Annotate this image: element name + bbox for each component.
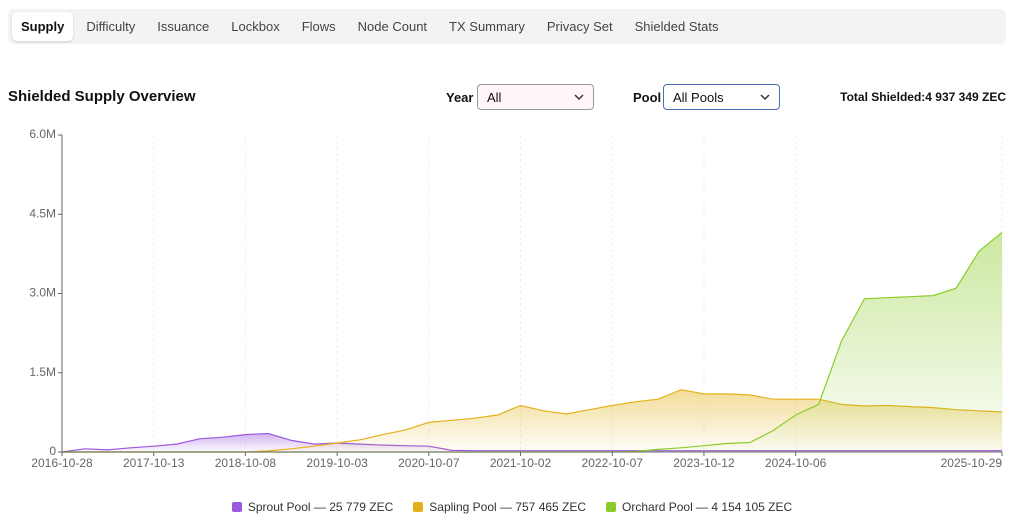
total-shielded: Total Shielded:4 937 349 ZEC bbox=[840, 90, 1006, 104]
tab[interactable]: Supply bbox=[12, 12, 74, 41]
x-tick-label: 2016-10-28 bbox=[31, 456, 93, 470]
legend-label: Sapling Pool — 757 465 ZEC bbox=[429, 500, 587, 514]
pool-select[interactable]: All Pools bbox=[663, 84, 780, 110]
x-tick-label: 2021-10-02 bbox=[490, 456, 552, 470]
chevron bbox=[760, 94, 770, 101]
chart: 0 1.5M 3.0M 4.5M 6.0M 2016-10-28 2017-10-13 201… bbox=[29, 127, 1003, 470]
year-label: Year bbox=[446, 90, 474, 105]
tab[interactable]: Issuance bbox=[157, 19, 210, 34]
tab[interactable]: Shielded Stats bbox=[634, 19, 719, 34]
legend-item: Sprout Pool — 25 779 ZEC bbox=[231, 500, 394, 514]
y-tick-label: 3.0M bbox=[29, 286, 56, 300]
tab-bar: Supply Difficulty Issuance Lockbox Flows Node… bbox=[8, 9, 1006, 44]
tab[interactable]: Privacy Set bbox=[546, 19, 613, 34]
legend-swatch bbox=[413, 502, 424, 512]
tab[interactable]: Lockbox bbox=[231, 19, 280, 34]
legend-label: Sprout Pool — 25 779 ZEC bbox=[247, 500, 394, 514]
area bbox=[62, 433, 1002, 452]
legend-swatch bbox=[231, 502, 242, 512]
chevron bbox=[574, 94, 584, 101]
y-tick-label: 6.0M bbox=[29, 127, 56, 141]
y-tick-label: 4.5M bbox=[29, 206, 56, 220]
y-tick-label: 0 bbox=[49, 444, 56, 458]
tab[interactable]: TX Summary bbox=[449, 19, 525, 34]
legend-item: Sapling Pool — 757 465 ZEC bbox=[413, 500, 586, 514]
x-tick-label: 2018-10-08 bbox=[215, 456, 277, 470]
tab[interactable]: Node Count bbox=[357, 19, 428, 34]
x-tick-label: 2020-10-07 bbox=[398, 456, 460, 470]
x-tick-label: 2023-10-12 bbox=[673, 456, 735, 470]
total-value: 4 937 349 ZEC bbox=[925, 90, 1006, 104]
legend-label: Orchard Pool — 4 154 105 ZEC bbox=[622, 500, 793, 514]
area bbox=[62, 232, 1002, 452]
pool-label: Pool bbox=[633, 90, 662, 105]
tab[interactable]: Flows bbox=[301, 19, 336, 34]
pool-value: All Pools bbox=[673, 90, 724, 105]
legend: Sprout Pool — 25 779 ZEC Sapling Pool — 7… bbox=[0, 500, 1024, 514]
chart-title: Shielded Supply Overview bbox=[8, 88, 196, 105]
tab[interactable]: Difficulty bbox=[86, 19, 136, 34]
x-tick-label: 2022-10-07 bbox=[582, 456, 644, 470]
x-tick-label: 2017-10-13 bbox=[123, 456, 185, 470]
x-tick-label: 2019-10-03 bbox=[306, 456, 368, 470]
year-value: All bbox=[487, 90, 502, 105]
year-select[interactable]: All bbox=[477, 84, 594, 110]
legend-swatch bbox=[606, 502, 617, 512]
total-label: Total Shielded: bbox=[840, 90, 926, 104]
x-tick-label: 2025-10-29 bbox=[941, 456, 1003, 470]
y-tick-label: 1.5M bbox=[29, 365, 56, 379]
legend-item: Orchard Pool — 4 154 105 ZEC bbox=[606, 500, 792, 514]
x-tick-label: 2024-10-06 bbox=[765, 456, 827, 470]
